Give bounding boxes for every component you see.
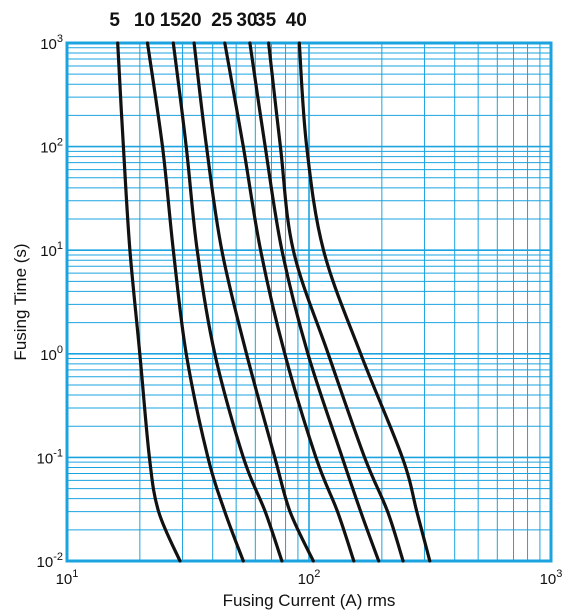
x-tick-label-exponent: 1 (72, 568, 78, 580)
x-tick-label-base: 10 (56, 571, 73, 588)
y-tick-label-base: 10 (40, 36, 57, 53)
curve-35A (267, 41, 405, 563)
rating-label-25: 25 (211, 10, 233, 31)
y-tick-label-exponent: 2 (57, 137, 63, 149)
x-tick-label-base: 10 (298, 571, 315, 588)
y-axis-label: Fusing Time (s) (11, 243, 30, 360)
y-tick-label: 102 (40, 137, 63, 157)
x-tick-label: 101 (56, 568, 79, 588)
x-tick-label-exponent: 3 (556, 568, 562, 580)
y-tick-label-base: 10 (37, 450, 54, 467)
curve-40A (297, 41, 432, 563)
x-tick-labels: 101 102 103 (56, 568, 563, 588)
rating-label-5: 5 (109, 10, 120, 31)
y-tick-label: 101 (40, 240, 63, 260)
curve-25A (223, 41, 356, 563)
y-tick-label-exponent: 0 (57, 344, 63, 356)
y-tick-label: 10-2 (37, 551, 63, 571)
fuse-curves (116, 41, 432, 563)
y-tick-label-base: 10 (40, 347, 57, 364)
curve-20A (192, 41, 315, 563)
x-tick-label-exponent: 2 (314, 568, 320, 580)
y-tick-label-base: 10 (40, 243, 57, 260)
y-tick-label: 10-1 (37, 447, 63, 467)
rating-label-35: 35 (255, 10, 277, 31)
x-tick-label: 102 (298, 568, 321, 588)
rating-label-10: 10 (134, 10, 155, 31)
x-axis-label: Fusing Current (A) rms (223, 591, 396, 610)
plot-frame (65, 41, 553, 563)
rating-label-30: 30 (236, 10, 257, 31)
curve-15A (171, 41, 284, 563)
rating-label-15: 15 (160, 10, 182, 31)
grid-lines (66, 43, 551, 562)
x-tick-label-base: 10 (540, 571, 557, 588)
rating-label-20: 20 (180, 10, 201, 31)
curve-30A (248, 41, 381, 563)
y-tick-label-exponent: 1 (57, 240, 63, 252)
curve-5A (116, 41, 182, 563)
y-tick-label-exponent: -1 (53, 447, 63, 459)
y-tick-label: 100 (40, 344, 63, 364)
y-tick-label-exponent: 3 (57, 33, 63, 45)
y-tick-label-exponent: -2 (53, 551, 63, 563)
y-tick-label-base: 10 (37, 554, 54, 571)
y-tick-label: 103 (40, 33, 63, 53)
x-tick-label: 103 (540, 568, 563, 588)
rating-label-40: 40 (286, 10, 307, 31)
curve-10A (145, 41, 245, 563)
y-tick-label-base: 10 (40, 140, 57, 157)
